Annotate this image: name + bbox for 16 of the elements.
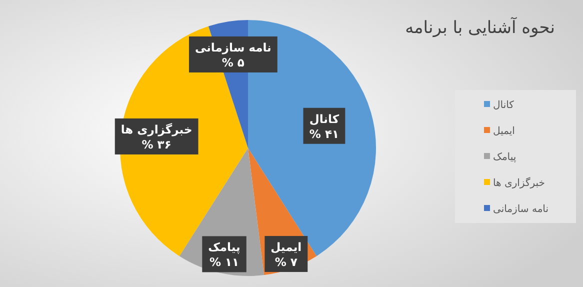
legend-label: نامه سازمانی (493, 204, 549, 215)
slice-label: نامه سازمانی (194, 40, 272, 54)
legend-label: خبرگزاری ها (493, 177, 545, 189)
slice-label: خبرگزاری ها (120, 122, 192, 136)
data-label: ۴۱ % (309, 126, 339, 141)
legend-label: ایمیل (493, 126, 515, 137)
slice-label: کانال (309, 112, 340, 126)
slice-label: ایمیل (270, 240, 302, 254)
data-label: ۵ % (222, 55, 244, 70)
data-label: ۳۶ % (142, 137, 172, 152)
legend-label: کانال (493, 100, 514, 111)
legend-label: پیامک (493, 152, 516, 163)
data-label: ۷ % (274, 254, 298, 269)
chart-title: نحوه آشنایی با برنامه (405, 17, 555, 38)
data-label: ۱۱ % (209, 255, 240, 270)
slice-label: پیامک (208, 240, 240, 254)
